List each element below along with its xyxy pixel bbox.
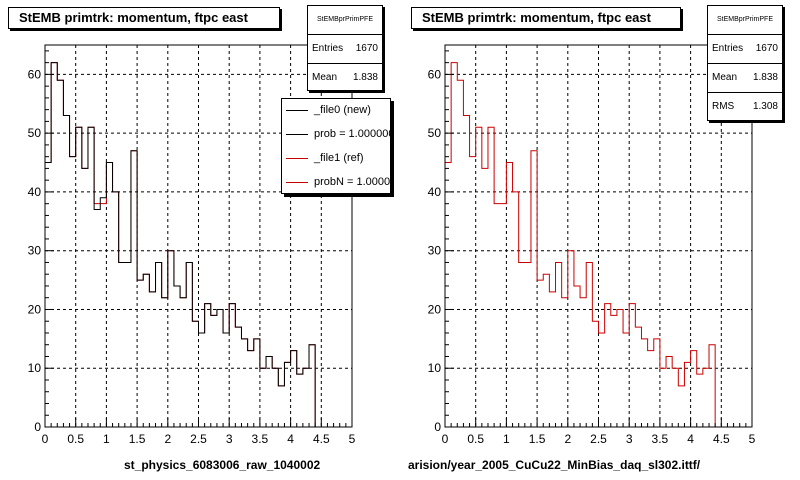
legend-label: _file0 (new) xyxy=(314,104,371,116)
left-y-tick-label: 30 xyxy=(28,244,42,258)
legend-swatch xyxy=(286,110,308,111)
legend-entry: probN = 1.000000 xyxy=(282,171,391,193)
right-x-tick-label: 2 xyxy=(564,432,571,446)
stats-value: 1670 xyxy=(355,43,378,54)
right-x-tick-label: 3.5 xyxy=(652,432,669,446)
left-x-tick-label: 2.5 xyxy=(190,432,207,446)
right-x-tick-label: 0 xyxy=(442,432,449,446)
stats-row-entries: Entries 1670 xyxy=(308,35,382,64)
right-y-tick-label: 40 xyxy=(428,185,442,199)
left-x-tick-label: 0 xyxy=(42,432,49,446)
right-y-tick-label: 0 xyxy=(434,420,441,434)
left-x-tick-label: 4 xyxy=(287,432,294,446)
stats-label: Mean xyxy=(312,72,338,83)
stats-label: RMS xyxy=(712,101,735,112)
right-stats-box: StEMBprPrimPFE Entries 1670 Mean 1.838 R… xyxy=(707,5,783,121)
right-chart-title: StEMB primtrk: momentum, ftpc east xyxy=(411,7,681,29)
right-x-tick-label: 4 xyxy=(687,432,694,446)
right-x-tick-label: 5 xyxy=(749,432,756,446)
left-y-tick-label: 0 xyxy=(34,420,41,434)
right-x-tick-label: 1.5 xyxy=(529,432,546,446)
right-x-tick-label: 0.5 xyxy=(467,432,484,446)
left-x-tick-label: 3.5 xyxy=(252,432,269,446)
right-y-tick-label: 20 xyxy=(428,302,442,316)
stats-row-mean: Mean 1.838 xyxy=(308,64,382,92)
right-x-tick-label: 3 xyxy=(626,432,633,446)
left-x-tick-label: 0.5 xyxy=(67,432,84,446)
legend-entry: _file1 (ref) xyxy=(282,147,390,171)
stats-name: StEMBprPrimPFE xyxy=(708,6,782,35)
right-y-tick-label: 10 xyxy=(428,361,442,375)
left-histogram-series-1 xyxy=(44,62,316,427)
left-histogram-series-0 xyxy=(44,62,316,427)
stats-value: 1670 xyxy=(755,43,778,54)
legend-box: _file0 (new) prob = 1.000000 _file1 (ref… xyxy=(281,98,391,194)
stats-label: Mean xyxy=(712,72,738,83)
stats-label: Entries xyxy=(712,43,744,54)
legend-label: _file1 (ref) xyxy=(314,152,364,164)
left-x-tick-label: 1.5 xyxy=(129,432,146,446)
left-x-tick-label: 3 xyxy=(226,432,233,446)
legend-swatch xyxy=(286,158,308,159)
left-y-tick-label: 10 xyxy=(28,361,42,375)
left-y-tick-label: 50 xyxy=(28,126,42,140)
stats-name: StEMBprPrimPFE xyxy=(308,6,382,35)
left-y-tick-label: 40 xyxy=(28,185,42,199)
legend-entry: _file0 (new) xyxy=(282,99,390,123)
stats-label: Entries xyxy=(312,43,344,54)
left-stats-box: StEMBprPrimPFE Entries 1670 Mean 1.838 xyxy=(307,5,383,91)
stats-row-entries: Entries 1670 xyxy=(708,35,782,64)
right-x-tick-label: 4.5 xyxy=(713,432,730,446)
left-x-tick-label: 4.5 xyxy=(313,432,330,446)
right-x-tick-label: 2.5 xyxy=(590,432,607,446)
right-histogram-series-0 xyxy=(444,62,716,427)
left-chart-title: StEMB primtrk: momentum, ftpc east xyxy=(8,7,280,29)
left-x-tick-label: 1 xyxy=(103,432,110,446)
left-x-axis-label: st_physics_6083006_raw_1040002 xyxy=(124,458,321,472)
right-x-tick-label: 1 xyxy=(503,432,510,446)
left-x-tick-label: 5 xyxy=(349,432,356,446)
right-x-axis-label: arision/year_2005_CuCu22_MinBias_daq_sl3… xyxy=(408,458,701,472)
right-y-tick-label: 50 xyxy=(428,126,442,140)
right-y-tick-label: 30 xyxy=(428,244,442,258)
stats-row-mean: Mean 1.838 xyxy=(708,64,782,93)
left-x-tick-label: 2 xyxy=(164,432,171,446)
legend-label: probN = 1.000000 xyxy=(314,176,391,188)
stats-row-rms: RMS 1.308 xyxy=(708,93,782,121)
left-y-tick-label: 60 xyxy=(28,67,42,81)
stats-value: 1.838 xyxy=(752,72,778,83)
legend-entry: prob = 1.000000 xyxy=(282,123,390,147)
stats-value: 1.308 xyxy=(752,101,778,112)
legend-swatch xyxy=(286,134,308,135)
legend-swatch xyxy=(286,182,308,183)
left-y-tick-label: 20 xyxy=(28,302,42,316)
legend-label: prob = 1.000000 xyxy=(314,128,391,140)
right-y-tick-label: 60 xyxy=(428,67,442,81)
stats-value: 1.838 xyxy=(352,72,378,83)
